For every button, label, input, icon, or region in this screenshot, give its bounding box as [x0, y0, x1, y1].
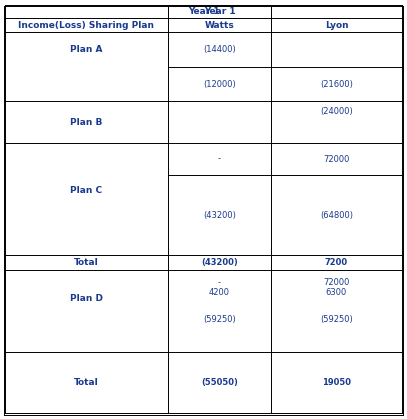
Text: (14400): (14400) [203, 45, 236, 54]
Text: (24000): (24000) [320, 107, 353, 116]
Text: Plan C: Plan C [70, 186, 103, 195]
Text: (59250): (59250) [203, 315, 236, 324]
Text: 6300: 6300 [326, 288, 347, 297]
Text: Year 1: Year 1 [188, 7, 219, 16]
Text: (55050): (55050) [201, 378, 238, 387]
Text: (12000): (12000) [203, 80, 236, 88]
Text: (64800): (64800) [320, 210, 353, 220]
Text: Lyon: Lyon [325, 21, 348, 29]
Text: Total: Total [74, 378, 99, 387]
Text: Plan A: Plan A [70, 45, 103, 54]
Text: 7200: 7200 [325, 258, 348, 267]
Text: Plan B: Plan B [70, 117, 103, 127]
Text: Year 1: Year 1 [204, 7, 235, 16]
Text: (21600): (21600) [320, 80, 353, 88]
Text: -: - [218, 155, 221, 163]
Text: -: - [218, 278, 221, 287]
Text: (59250): (59250) [320, 315, 353, 324]
Text: Total: Total [74, 258, 99, 267]
Text: 19050: 19050 [322, 378, 351, 387]
Text: (43200): (43200) [203, 210, 236, 220]
Text: Income(Loss) Sharing Plan: Income(Loss) Sharing Plan [18, 21, 155, 29]
Text: Plan D: Plan D [70, 294, 103, 303]
Text: 4200: 4200 [209, 288, 230, 297]
Text: Watts: Watts [205, 21, 234, 29]
Text: 72000: 72000 [323, 155, 350, 163]
Text: (43200): (43200) [201, 258, 238, 267]
Text: 72000: 72000 [323, 278, 350, 287]
